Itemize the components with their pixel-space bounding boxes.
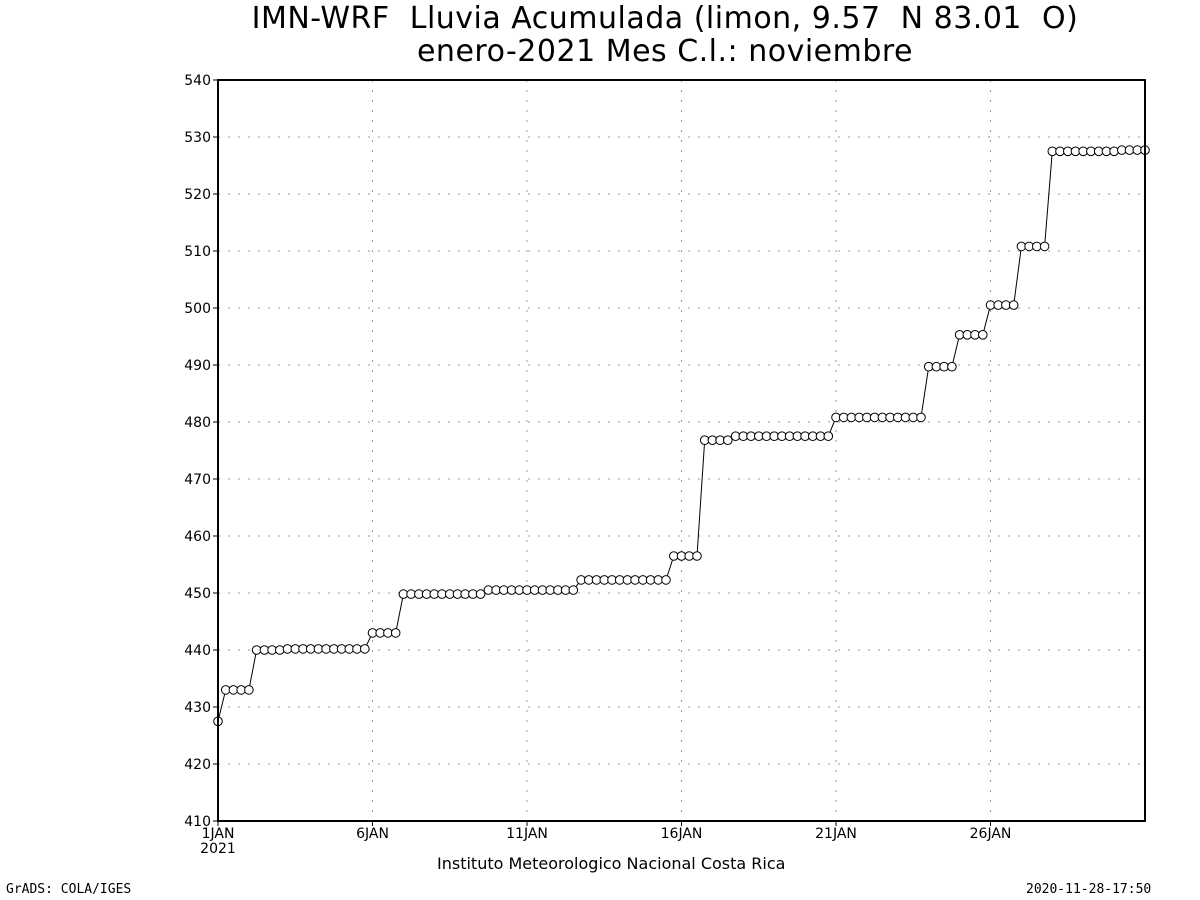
data-point xyxy=(723,435,733,446)
data-point xyxy=(475,589,486,599)
chart-title: IMN-WRF Lluvia Acumulada (limon, 9.57 N … xyxy=(251,1,1079,36)
y-tick-label: 510 xyxy=(184,244,211,260)
y-tick-label: 420 xyxy=(184,757,211,773)
y-tick-label: 520 xyxy=(184,187,211,203)
x-tick-label: 16JAN xyxy=(661,826,703,842)
y-tick-label: 530 xyxy=(184,130,211,146)
y-tick-label: 430 xyxy=(184,700,211,716)
data-point xyxy=(1039,241,1050,252)
x-tick-label: 1JAN xyxy=(202,826,235,842)
data-point xyxy=(823,431,834,442)
y-tick-label: 480 xyxy=(184,415,211,431)
y-tick-label: 410 xyxy=(184,814,211,830)
data-point xyxy=(568,585,579,595)
y-tick-label: 460 xyxy=(184,529,211,545)
data-point xyxy=(1109,146,1119,157)
x-tick-label: 11JAN xyxy=(506,826,548,842)
data-point xyxy=(978,330,988,340)
x-axis-label: Instituto Meteorologico Nacional Costa R… xyxy=(437,854,786,873)
y-tick-label: 490 xyxy=(184,358,211,374)
series-line xyxy=(217,149,1145,722)
data-point xyxy=(661,575,671,585)
data-point xyxy=(275,645,285,655)
y-tick-label: 450 xyxy=(184,586,211,602)
data-point xyxy=(947,361,957,372)
chart-subtitle: enero-2021 Mes C.l.: noviembre xyxy=(416,34,914,69)
x-tick-label: 21JAN xyxy=(815,826,857,842)
plot-frame xyxy=(217,79,1146,822)
y-tick-label: 440 xyxy=(184,643,211,659)
data-point xyxy=(692,551,702,561)
data-point xyxy=(244,685,254,695)
data-point xyxy=(1008,300,1019,310)
y-tick-label: 540 xyxy=(184,73,211,89)
x-tick-sublabel: 2021 xyxy=(200,841,236,857)
data-point xyxy=(360,644,370,654)
footer-timestamp: 2020-11-28-17:50 xyxy=(1026,882,1152,897)
data-point xyxy=(390,628,401,638)
x-tick-label: 6JAN xyxy=(356,826,389,842)
data-point xyxy=(916,412,926,423)
y-tick-label: 470 xyxy=(184,472,211,488)
y-tick-label: 500 xyxy=(184,301,211,317)
x-tick-label: 26JAN xyxy=(970,826,1012,842)
footer-software-credit: GrADS: COLA/IGES xyxy=(6,882,132,897)
